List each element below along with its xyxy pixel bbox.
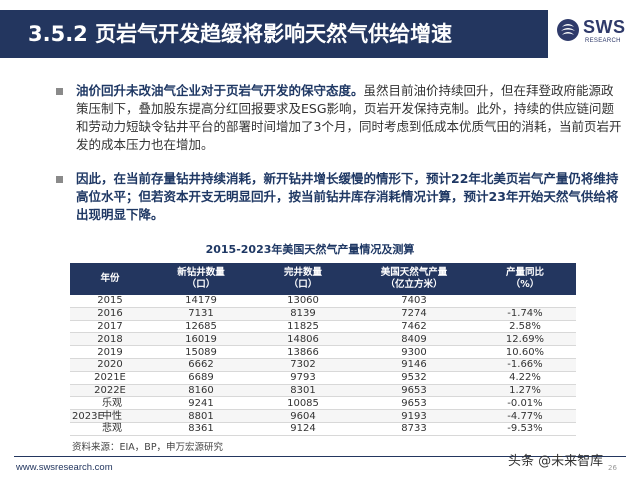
logo-subtitle: RESEARCH [585, 38, 621, 44]
table-header-row: 年份 新钻井数量 （口） 完井数量 （口） 美国天然气产量 （亿立方米） 产量同比 （%… [70, 263, 576, 295]
table-cell: 9124 [252, 422, 354, 436]
table-cell: 13060 [252, 295, 354, 308]
table-cell: 9193 [354, 409, 474, 423]
table-cell: 9653 [354, 384, 474, 398]
table-row: 2017 12685 11825 7462 2.58% [70, 320, 576, 334]
table-row: 2015 14179 13060 7403 [70, 295, 576, 308]
sws-logo: SWS RESEARCH [556, 14, 636, 54]
table-cell: 8733 [354, 422, 474, 436]
table-cell: 12685 [150, 320, 252, 334]
table-title: 2015-2023年美国天然气产量情况及测算 [205, 243, 415, 256]
table-cell: 7462 [354, 320, 474, 334]
year-cell: 2022E [70, 384, 150, 398]
scenario-row: 乐观 9241 10085 9653 -0.01% [70, 396, 576, 411]
table-row: 2019 15089 13866 9300 10.60% [70, 345, 576, 359]
column-header: 完井数量 （口） [252, 263, 354, 295]
table-cell [474, 295, 576, 308]
year-cell: 2019 [70, 345, 150, 359]
year-cell: 2021E [70, 371, 150, 385]
table-cell: 7131 [150, 307, 252, 321]
table-cell: 9146 [354, 358, 474, 372]
square-bullet-icon [56, 176, 63, 183]
footer-divider [14, 456, 626, 457]
source-note: 资料来源：EIA，BP，申万宏源研究 [72, 442, 224, 453]
table-cell: 9793 [252, 371, 354, 385]
table-cell: 7403 [354, 295, 474, 308]
table-cell: 9653 [354, 396, 474, 411]
column-header: 产量同比 （%） [474, 263, 576, 295]
footer-url: www.swsresearch.com [16, 462, 113, 473]
table-cell: 8160 [150, 384, 252, 398]
bullet-item: 油价回升未改油气企业对于页岩气开发的保守态度。虽然目前油价持续回升，但在拜登政府… [56, 82, 624, 154]
table-cell: 9300 [354, 345, 474, 359]
column-header: 年份 [70, 263, 150, 295]
table-cell: 2.58% [474, 320, 576, 334]
table-cell: 8801 [150, 409, 252, 423]
scenario-label: 乐观 [102, 397, 122, 409]
table-cell: 8409 [354, 332, 474, 347]
bullet-item: 因此，在当前存量钻井持续消耗，新开钻井增长缓慢的情形下，预计22年北美页岩气产量… [56, 170, 624, 224]
table-cell: 14179 [150, 295, 252, 308]
year-cell: 2017 [70, 320, 150, 334]
sws-logo-icon [557, 19, 579, 41]
table-row: 2021E 6689 9793 9532 4.22% [70, 371, 576, 385]
scenario-row: 2023E中性 8801 9604 9193 -4.77% [70, 409, 576, 423]
table-cell: 10085 [252, 396, 354, 411]
table-cell: 4.22% [474, 371, 576, 385]
table-cell: -0.01% [474, 396, 576, 411]
table-cell: 11825 [252, 320, 354, 334]
table-cell: 8361 [150, 422, 252, 436]
gas-production-table: 年份 新钻井数量 （口） 完井数量 （口） 美国天然气产量 （亿立方米） 产量同比 （%… [70, 263, 576, 436]
table-cell: 8139 [252, 307, 354, 321]
table-cell: 7302 [252, 358, 354, 372]
table-cell: 14806 [252, 332, 354, 347]
bullet-lead: 油价回升未改油气企业对于页岩气开发的保守态度。 [76, 83, 364, 98]
column-header: 新钻井数量 （口） [150, 263, 252, 295]
page-title: 3.5.2 页岩气开发趋缓将影响天然气供给增速 [28, 22, 453, 46]
table-cell: 9532 [354, 371, 474, 385]
year-cell: 2020 [70, 358, 150, 372]
table-cell: -1.66% [474, 358, 576, 372]
square-bullet-icon [56, 88, 63, 95]
table-cell: 6662 [150, 358, 252, 372]
logo-name: SWS [583, 17, 626, 37]
table-row: 2020 6662 7302 9146 -1.66% [70, 358, 576, 372]
table-row: 2018 16019 14806 8409 12.69% [70, 332, 576, 347]
scenario-label: 悲观 [102, 423, 122, 435]
bullet-text: 因此，在当前存量钻井持续消耗，新开钻井增长缓慢的情形下，预计22年北美页岩气产量… [76, 171, 619, 222]
scenario-first-cell: 乐观 [70, 396, 150, 411]
watermark: 头条 @未来智库 [508, 454, 604, 469]
table-row: 2016 7131 8139 7274 -1.74% [70, 307, 576, 321]
table-cell: 12.69% [474, 332, 576, 347]
table-cell: 6689 [150, 371, 252, 385]
scenario-label: 中性 [102, 410, 122, 422]
table-cell: 15089 [150, 345, 252, 359]
year-cell: 2015 [70, 295, 150, 308]
column-header: 美国天然气产量 （亿立方米） [354, 263, 474, 295]
table-cell: 1.27% [474, 384, 576, 398]
table-cell: 9604 [252, 409, 354, 423]
scenario-first-cell: 悲观 [70, 422, 150, 436]
header-bar: 3.5.2 页岩气开发趋缓将影响天然气供给增速 [0, 10, 548, 58]
table-cell: 13866 [252, 345, 354, 359]
table-cell: 16019 [150, 332, 252, 347]
table-cell: 7274 [354, 307, 474, 321]
table-cell: 8301 [252, 384, 354, 398]
table-cell: -4.77% [474, 409, 576, 423]
table-row: 2022E 8160 8301 9653 1.27% [70, 384, 576, 398]
table-cell: 9241 [150, 396, 252, 411]
year-cell: 2018 [70, 332, 150, 347]
scenario-year-label: 2023E [72, 410, 104, 422]
bullet-text: 油价回升未改油气企业对于页岩气开发的保守态度。虽然目前油价持续回升，但在拜登政府… [76, 82, 624, 154]
table-cell: 10.60% [474, 345, 576, 359]
scenario-row: 悲观 8361 9124 8733 -9.53% [70, 422, 576, 436]
bullet-list: 油价回升未改油气企业对于页岩气开发的保守态度。虽然目前油价持续回升，但在拜登政府… [56, 82, 624, 240]
table-cell: -9.53% [474, 422, 576, 436]
year-cell: 2016 [70, 307, 150, 321]
page-number: 26 [608, 464, 617, 472]
table-cell: -1.74% [474, 307, 576, 321]
scenario-first-cell: 2023E中性 [70, 409, 150, 423]
bullet-body: 虽然目前油价持续回升，但在拜登政府能源政策压制下，叠加股东提高分红回报要求及ES… [76, 83, 622, 152]
